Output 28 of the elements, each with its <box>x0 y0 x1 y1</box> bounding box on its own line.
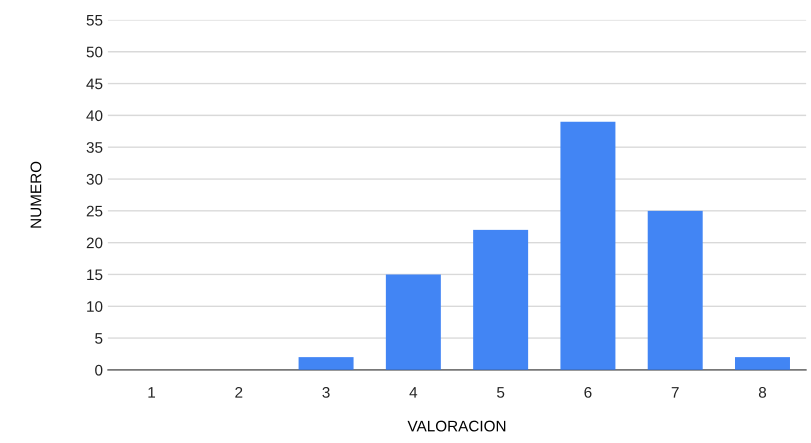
y-tick-label: 50 <box>86 46 102 58</box>
x-axis-title: VALORACION <box>408 420 506 432</box>
x-tick-label: 3 <box>322 386 330 398</box>
y-tick-label: 15 <box>87 269 102 280</box>
y-tick-label: 55 <box>86 14 102 26</box>
bar <box>648 210 703 370</box>
y-tick-label: 10 <box>87 301 102 312</box>
x-tick-label: 5 <box>497 387 504 398</box>
x-tick-label: 8 <box>758 386 766 398</box>
x-tick-label: 1 <box>148 387 156 398</box>
x-tick-label: 2 <box>235 386 242 398</box>
x-tick-label: 6 <box>584 386 592 398</box>
y-axis-title: NUMERO <box>30 162 42 228</box>
y-tick-label: 40 <box>86 110 102 122</box>
y-tick-label: 20 <box>86 238 102 248</box>
bar <box>560 122 616 370</box>
y-tick-label: 35 <box>86 142 102 153</box>
y-tick-label: 5 <box>95 333 102 344</box>
x-tick-label: 4 <box>409 387 418 398</box>
y-tick-label: 45 <box>86 78 102 90</box>
bar <box>386 274 441 370</box>
y-tick-label: 30 <box>86 174 102 185</box>
bar <box>735 357 790 370</box>
x-tick-label: 7 <box>672 387 679 398</box>
y-tick-label: 0 <box>95 364 102 376</box>
y-tick-label: 25 <box>86 206 102 217</box>
bar <box>298 357 354 370</box>
bar <box>473 230 528 370</box>
